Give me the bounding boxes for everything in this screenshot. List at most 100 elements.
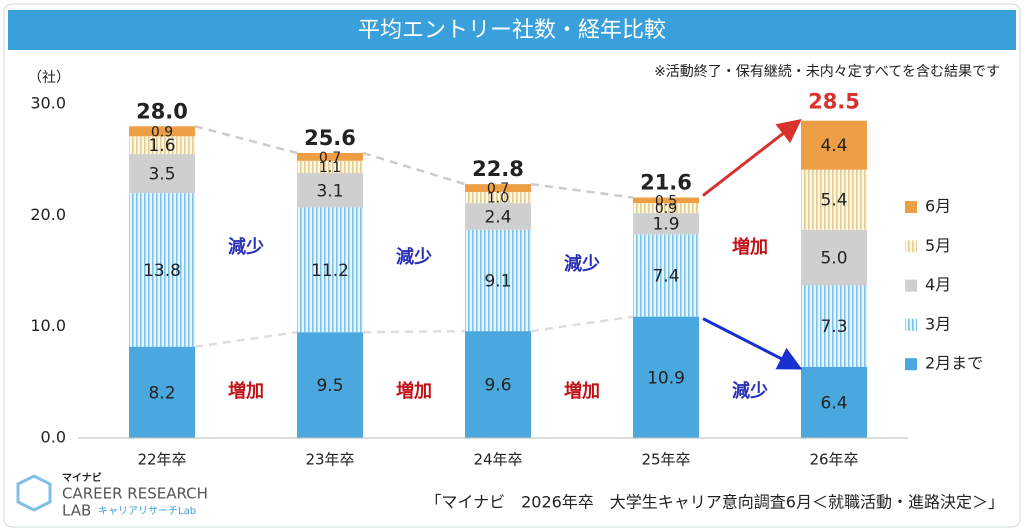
data-label: 5.4 bbox=[820, 191, 847, 211]
x-tick-label: 23年卒 bbox=[305, 451, 354, 469]
trend-line bbox=[194, 330, 298, 348]
bar-segment bbox=[801, 120, 867, 170]
bar-segment bbox=[801, 229, 867, 286]
y-tick-label: 10.0 bbox=[30, 316, 66, 335]
data-label: 9.1 bbox=[484, 271, 511, 291]
source: 「マイナビ 2026年卒 大学生キャリア意向調査6月＜就職活動・進路決定＞」 bbox=[425, 493, 1004, 512]
logo-brand: マイナビ bbox=[62, 471, 102, 484]
legend-swatch bbox=[905, 240, 917, 253]
legend-swatch bbox=[905, 358, 917, 371]
bar-segment bbox=[129, 136, 195, 155]
data-label: 1.9 bbox=[652, 215, 679, 235]
annotation: 減少 bbox=[228, 236, 264, 258]
annotation: 増加 bbox=[564, 380, 600, 402]
data-label: 7.4 bbox=[652, 266, 679, 286]
note: ※活動終了・保有継続・未内々定すべてを含む結果です bbox=[654, 63, 1000, 80]
legend-label: 5月 bbox=[925, 236, 951, 255]
total-label: 28.5 bbox=[808, 90, 860, 114]
data-label: 3.5 bbox=[148, 165, 175, 185]
logo: マイナビ CAREER RESEARCH LAB キャリアリサーチLab bbox=[16, 471, 208, 520]
bar-segment bbox=[633, 197, 699, 204]
annotation: 減少 bbox=[564, 253, 600, 275]
data-label: 1.1 bbox=[319, 160, 341, 176]
bar-segment bbox=[129, 154, 195, 194]
bar-segment bbox=[297, 332, 363, 438]
annotation: 増加 bbox=[396, 380, 432, 402]
data-label: 8.2 bbox=[148, 383, 175, 403]
y-tick-label: 0.0 bbox=[41, 428, 66, 447]
data-label: 2.4 bbox=[484, 207, 511, 227]
y-tick-label: 20.0 bbox=[30, 205, 66, 224]
legend-swatch bbox=[905, 201, 917, 213]
trend-line bbox=[194, 125, 298, 155]
x-tick-label: 24年卒 bbox=[473, 451, 522, 469]
data-label: 10.9 bbox=[647, 368, 685, 388]
trend-line bbox=[530, 315, 634, 333]
y-tick-label: 30.0 bbox=[30, 94, 66, 113]
legend-swatch bbox=[905, 279, 917, 292]
bar-segment bbox=[129, 126, 195, 137]
bar-segment bbox=[801, 285, 867, 367]
data-label: 0.5 bbox=[655, 193, 677, 209]
legend-label: 3月 bbox=[925, 314, 951, 333]
logo-sub: キャリアリサーチLab bbox=[98, 505, 196, 517]
total-label: 28.0 bbox=[136, 99, 188, 123]
data-label: 7.3 bbox=[820, 317, 847, 337]
trend-line bbox=[530, 182, 634, 199]
bar-segment bbox=[465, 191, 531, 204]
data-label: 0.9 bbox=[655, 201, 677, 217]
trend-arrow bbox=[702, 317, 803, 370]
data-label: 6.4 bbox=[820, 393, 847, 413]
bar-segment bbox=[633, 234, 699, 317]
bar-segment bbox=[297, 173, 363, 208]
annotation: 減少 bbox=[732, 380, 768, 402]
data-label: 1.6 bbox=[148, 136, 175, 156]
data-label: 0.9 bbox=[151, 124, 173, 140]
legend-label: 4月 bbox=[925, 275, 951, 294]
logo-cube bbox=[16, 474, 52, 512]
data-label: 0.7 bbox=[319, 150, 341, 166]
trend-line bbox=[362, 151, 466, 186]
bar-segment bbox=[633, 316, 699, 438]
data-label: 5.0 bbox=[820, 249, 847, 269]
data-label: 9.6 bbox=[484, 376, 511, 396]
bar-segment bbox=[633, 213, 699, 235]
x-tick-label: 25年卒 bbox=[641, 451, 690, 469]
unit-label: （社） bbox=[28, 70, 70, 86]
bar-segment bbox=[465, 203, 531, 230]
trend-arrow bbox=[702, 119, 802, 197]
data-label: 0.7 bbox=[487, 181, 509, 197]
legend-label: 6月 bbox=[925, 197, 951, 216]
annotation: 増加 bbox=[228, 380, 264, 402]
total-label: 21.6 bbox=[640, 171, 692, 195]
data-label: 9.5 bbox=[316, 376, 343, 396]
bar-segment bbox=[297, 160, 363, 174]
data-label: 3.1 bbox=[316, 181, 343, 201]
total-label: 25.6 bbox=[304, 126, 356, 150]
annotation: 増加 bbox=[732, 236, 768, 258]
bar-segment bbox=[465, 229, 531, 332]
x-tick-label: 22年卒 bbox=[137, 451, 186, 469]
legend-label: 2月まで bbox=[925, 354, 983, 373]
chart-title: 平均エントリー社数・経年比較 bbox=[358, 18, 666, 43]
logo-line1: CAREER RESEARCH bbox=[62, 485, 208, 503]
data-label: 11.2 bbox=[311, 261, 349, 281]
bar-segment bbox=[801, 366, 867, 438]
bar-segment bbox=[129, 346, 195, 438]
bar-segment bbox=[633, 203, 699, 214]
bar-segment bbox=[297, 207, 363, 333]
data-label: 13.8 bbox=[143, 261, 181, 281]
bar-segment bbox=[465, 184, 531, 192]
bar-segment bbox=[801, 169, 867, 230]
bar-segment bbox=[465, 331, 531, 438]
bar-segment bbox=[129, 193, 195, 347]
bar-segment bbox=[297, 152, 363, 161]
annotation: 減少 bbox=[396, 246, 432, 268]
total-label: 22.8 bbox=[472, 157, 524, 181]
legend-swatch bbox=[905, 318, 917, 331]
logo-line2: LAB bbox=[62, 502, 91, 520]
data-label: 1.0 bbox=[487, 191, 509, 207]
trend-line bbox=[362, 329, 466, 334]
data-label: 4.4 bbox=[820, 136, 847, 156]
